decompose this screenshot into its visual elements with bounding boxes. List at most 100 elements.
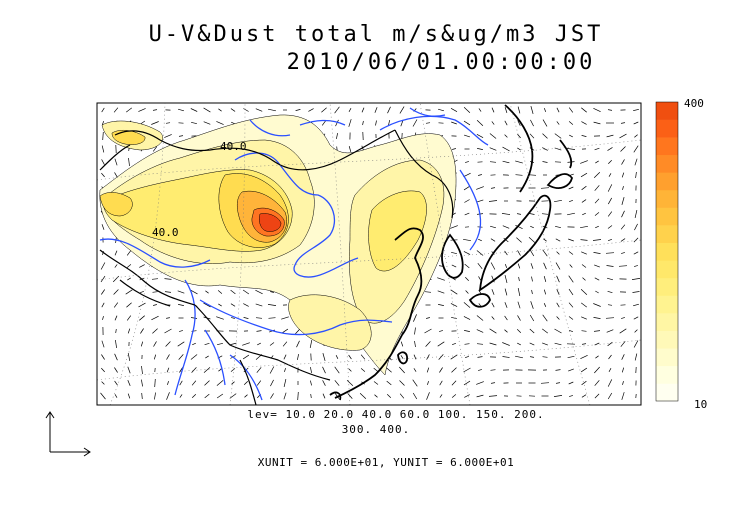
wind-vector [464, 161, 470, 163]
wind-vector [608, 159, 612, 165]
wind-vector [153, 354, 157, 360]
japan-honshu [478, 194, 552, 292]
wind-vector [463, 316, 471, 320]
wind-vector [361, 107, 365, 113]
wind-vector [634, 223, 638, 231]
colorbar [655, 101, 679, 402]
wind-vector [413, 354, 417, 360]
wind-vector [607, 392, 613, 400]
wind-vector [203, 367, 211, 373]
wind-vector [270, 379, 274, 387]
wind-vector [594, 198, 600, 204]
wind-vector [151, 121, 159, 125]
wind-vector [464, 212, 470, 216]
wind-vector [375, 120, 377, 126]
wind-vector [167, 380, 169, 386]
wind-vector [553, 395, 563, 397]
wind-vector [450, 225, 458, 229]
contour-levels-line-1: lev= 10.0 20.0 40.0 60.0 100. 150. 200. [247, 408, 545, 421]
wind-vector [607, 109, 613, 111]
wind-vector [154, 378, 156, 388]
wind-vector [268, 317, 276, 319]
wind-vector [216, 316, 224, 320]
dust-east-core [368, 190, 427, 272]
wind-vector [437, 290, 445, 294]
colorbar-swatch [656, 313, 678, 331]
wind-vector [426, 317, 430, 319]
wind-vector [568, 381, 574, 385]
wind-vector [568, 238, 574, 242]
wind-vector [374, 107, 378, 113]
wind-vector [347, 393, 353, 399]
wind-vector [216, 380, 224, 386]
wind-vector [540, 382, 550, 384]
wind-vector [114, 315, 118, 321]
wind-vector [426, 354, 430, 360]
wind-vector [555, 262, 561, 270]
wind-vector [190, 108, 198, 112]
wind-vector [255, 317, 263, 319]
wind-vector [556, 289, 560, 295]
wind-vector [203, 302, 211, 308]
wind-vector [427, 380, 429, 386]
wind-vector [606, 265, 614, 267]
wind-vector [126, 302, 132, 308]
wind-vector [139, 315, 145, 321]
wind-vector [242, 289, 250, 295]
wind-vector [231, 121, 235, 125]
wind-vector [335, 355, 339, 359]
wind-vector [531, 276, 533, 282]
wind-vector [464, 199, 470, 203]
wind-vector [568, 316, 574, 320]
wind-vector [114, 250, 118, 256]
wind-vector [255, 289, 263, 295]
wind-vector [218, 368, 222, 372]
wind-vector [516, 329, 522, 333]
wind-vector [581, 343, 587, 345]
wind-vector [582, 277, 586, 281]
wind-vector [607, 184, 613, 192]
wind-vector [477, 369, 483, 371]
wind-vector [190, 317, 198, 319]
reference-vector [45, 411, 91, 457]
wind-vector [491, 107, 495, 113]
wind-vector [164, 291, 172, 293]
colorbar-swatch [656, 277, 678, 296]
wind-vector [581, 394, 587, 398]
wind-vector [321, 120, 327, 126]
colorbar-swatch [656, 260, 678, 279]
wind-vector [631, 278, 641, 280]
wind-vector [114, 380, 118, 386]
wind-vector [504, 275, 508, 283]
wind-vector [322, 353, 326, 361]
wind-vector [166, 367, 170, 373]
wind-vector [178, 108, 184, 112]
wind-vector [581, 264, 587, 268]
wind-vector [621, 172, 625, 178]
wind-vector [465, 276, 469, 282]
wind-vector [620, 238, 626, 242]
wind-vector [231, 381, 235, 385]
wind-vector [595, 160, 599, 164]
wind-vector [360, 368, 366, 372]
lake-baikal [299, 119, 346, 126]
wind-vector [256, 330, 262, 332]
wind-vector [595, 355, 599, 359]
wind-vector [580, 289, 588, 295]
wind-vector [437, 277, 445, 281]
wind-vector [216, 121, 224, 125]
sakhalin [559, 139, 573, 169]
wind-vector [476, 381, 484, 385]
wind-vector [608, 173, 612, 177]
wind-vector [101, 172, 105, 178]
wind-vector [540, 187, 550, 189]
wind-vector [605, 252, 615, 254]
wind-vector [490, 238, 496, 242]
wind-vector [621, 197, 625, 205]
wind-vector [634, 329, 638, 333]
wind-vector [297, 354, 299, 360]
wind-vector [477, 262, 483, 270]
wind-vector [568, 107, 574, 113]
wind-vector [414, 340, 416, 348]
wind-vector [336, 133, 338, 139]
